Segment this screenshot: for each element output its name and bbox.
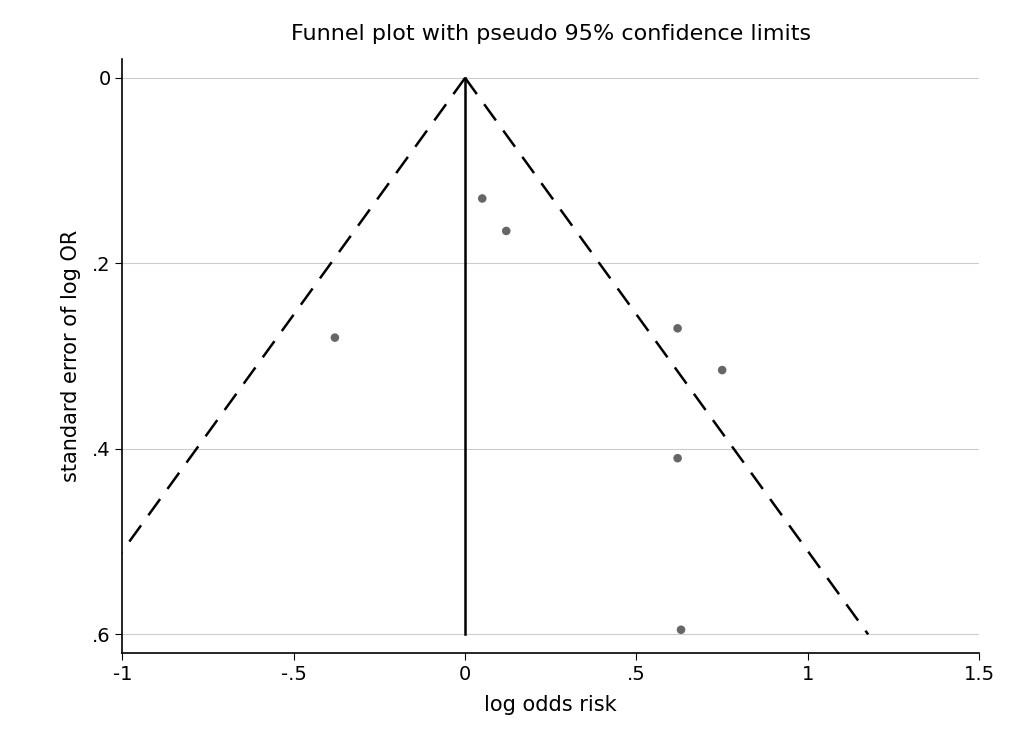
Point (474, 192, 490, 204)
Point (668, 452, 685, 464)
Point (668, 322, 685, 334)
Title: Funnel plot with pseudo 95% confidence limits: Funnel plot with pseudo 95% confidence l… (290, 24, 810, 44)
Point (713, 364, 730, 376)
Point (326, 332, 342, 344)
X-axis label: log odds risk: log odds risk (484, 695, 616, 715)
Point (673, 624, 689, 636)
Y-axis label: standard error of log OR: standard error of log OR (61, 230, 81, 482)
Point (497, 225, 514, 237)
